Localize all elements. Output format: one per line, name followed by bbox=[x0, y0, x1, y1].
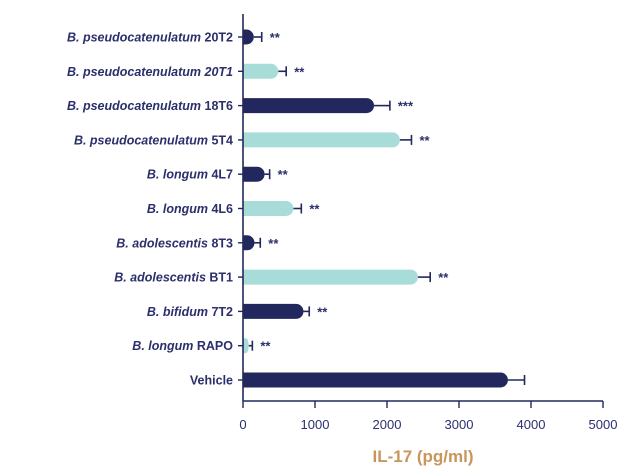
category-label: Vehicle bbox=[190, 374, 233, 388]
bar bbox=[243, 303, 304, 319]
significance-label: ** bbox=[260, 339, 271, 354]
category-label: B. pseudocatenulatum 5T4 bbox=[74, 133, 233, 147]
category-label: B. pseudocatenulatum 18T6 bbox=[67, 99, 233, 113]
bar bbox=[243, 98, 375, 114]
category-label: B. adolescentis BT1 bbox=[114, 271, 233, 285]
error-bar bbox=[248, 340, 254, 351]
bar bbox=[243, 201, 294, 216]
significance-label: ** bbox=[309, 202, 320, 217]
error-bar bbox=[417, 272, 432, 283]
bar bbox=[243, 166, 265, 182]
error-bar bbox=[278, 66, 288, 77]
category-label: B. bifidum 7T2 bbox=[147, 305, 233, 319]
error-bar bbox=[374, 100, 391, 111]
significance-label: ** bbox=[268, 236, 279, 251]
x-tick-label: 1000 bbox=[301, 417, 330, 432]
error-bar bbox=[293, 203, 303, 214]
significance-label: ** bbox=[419, 133, 430, 148]
significance-label: ** bbox=[270, 30, 281, 45]
bar bbox=[243, 338, 249, 354]
bar bbox=[243, 372, 508, 388]
error-bar bbox=[253, 32, 263, 42]
significance-group: ********************* bbox=[260, 30, 449, 354]
category-label: B. adolescentis 8T3 bbox=[116, 236, 233, 250]
x-tick-label: 5000 bbox=[589, 417, 618, 432]
category-label: B. pseudocatenulatum 20T1 bbox=[67, 65, 233, 79]
significance-label: ** bbox=[317, 304, 328, 319]
significance-label: ** bbox=[438, 270, 449, 285]
bar bbox=[243, 269, 418, 285]
significance-label: ** bbox=[278, 167, 289, 182]
error-bar bbox=[264, 169, 271, 180]
bar bbox=[243, 29, 254, 45]
x-tick-label: 2000 bbox=[373, 417, 402, 432]
error-bar bbox=[254, 237, 262, 248]
category-label: B. longum 4L6 bbox=[147, 202, 233, 216]
error-bar bbox=[399, 134, 413, 145]
x-tick-label: 4000 bbox=[517, 417, 546, 432]
category-label: B. pseudocatenulatum 20T2 bbox=[67, 31, 233, 45]
significance-label: *** bbox=[398, 99, 414, 114]
significance-label: ** bbox=[294, 64, 305, 79]
error-bars-group bbox=[248, 32, 526, 385]
bars-group bbox=[243, 29, 508, 388]
category-label: B. longum 4L7 bbox=[147, 168, 233, 182]
x-tick-label: 0 bbox=[239, 417, 246, 432]
x-tick-label: 3000 bbox=[445, 417, 474, 432]
x-axis-title: IL-17 (pg/ml) bbox=[372, 447, 473, 466]
error-bar bbox=[303, 306, 311, 317]
error-bar bbox=[507, 375, 526, 385]
bar bbox=[243, 63, 279, 79]
category-labels-group: B. pseudocatenulatum 20T2 B. pseudocatenu… bbox=[67, 31, 233, 388]
bar bbox=[243, 132, 400, 148]
axes-group: 0 1000 2000 3000 4000 5000 bbox=[238, 14, 617, 432]
bar bbox=[243, 235, 255, 251]
category-label: B. longum RAPO bbox=[132, 339, 233, 353]
